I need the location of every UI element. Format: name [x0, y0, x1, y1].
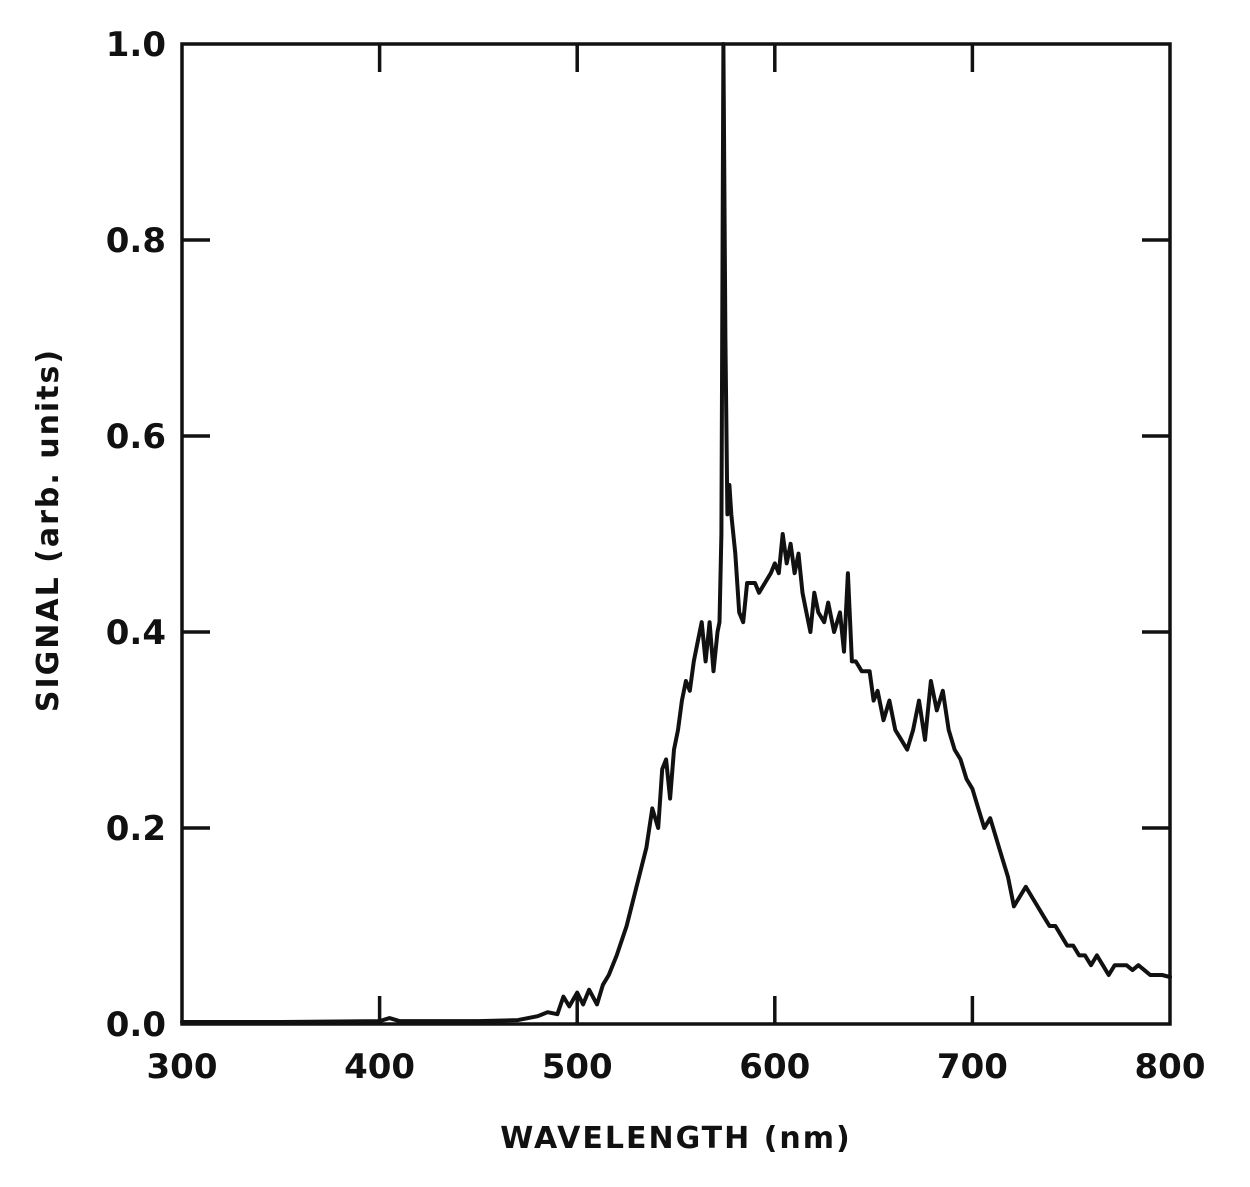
- y-axis-label: SIGNAL (arb. units): [31, 348, 66, 712]
- axis-ticks: [182, 44, 1170, 1024]
- y-tick-label: 0.6: [106, 417, 166, 457]
- x-tick-label: 600: [739, 1047, 810, 1087]
- y-tick-label: 0.4: [106, 613, 166, 653]
- y-tick-label: 0.0: [106, 1005, 166, 1045]
- x-tick-label: 800: [1135, 1047, 1206, 1087]
- plot-frame: [180, 42, 1172, 1026]
- y-tick-label: 0.8: [106, 221, 166, 261]
- x-tick-label: 700: [937, 1047, 1008, 1087]
- x-tick-label: 300: [147, 1047, 218, 1087]
- x-axis-label: WAVELENGTH (nm): [500, 1121, 852, 1156]
- x-tick-label: 500: [542, 1047, 613, 1087]
- y-tick-label: 0.2: [106, 809, 166, 849]
- axis-tick-labels: 300 400 500 600 700 800 0.0 0.2 0.4 0.6 0.8 1.0: [106, 25, 1206, 1087]
- series-line: [180, 42, 1172, 1024]
- y-tick-label: 1.0: [106, 25, 166, 65]
- x-tick-label: 400: [344, 1047, 415, 1087]
